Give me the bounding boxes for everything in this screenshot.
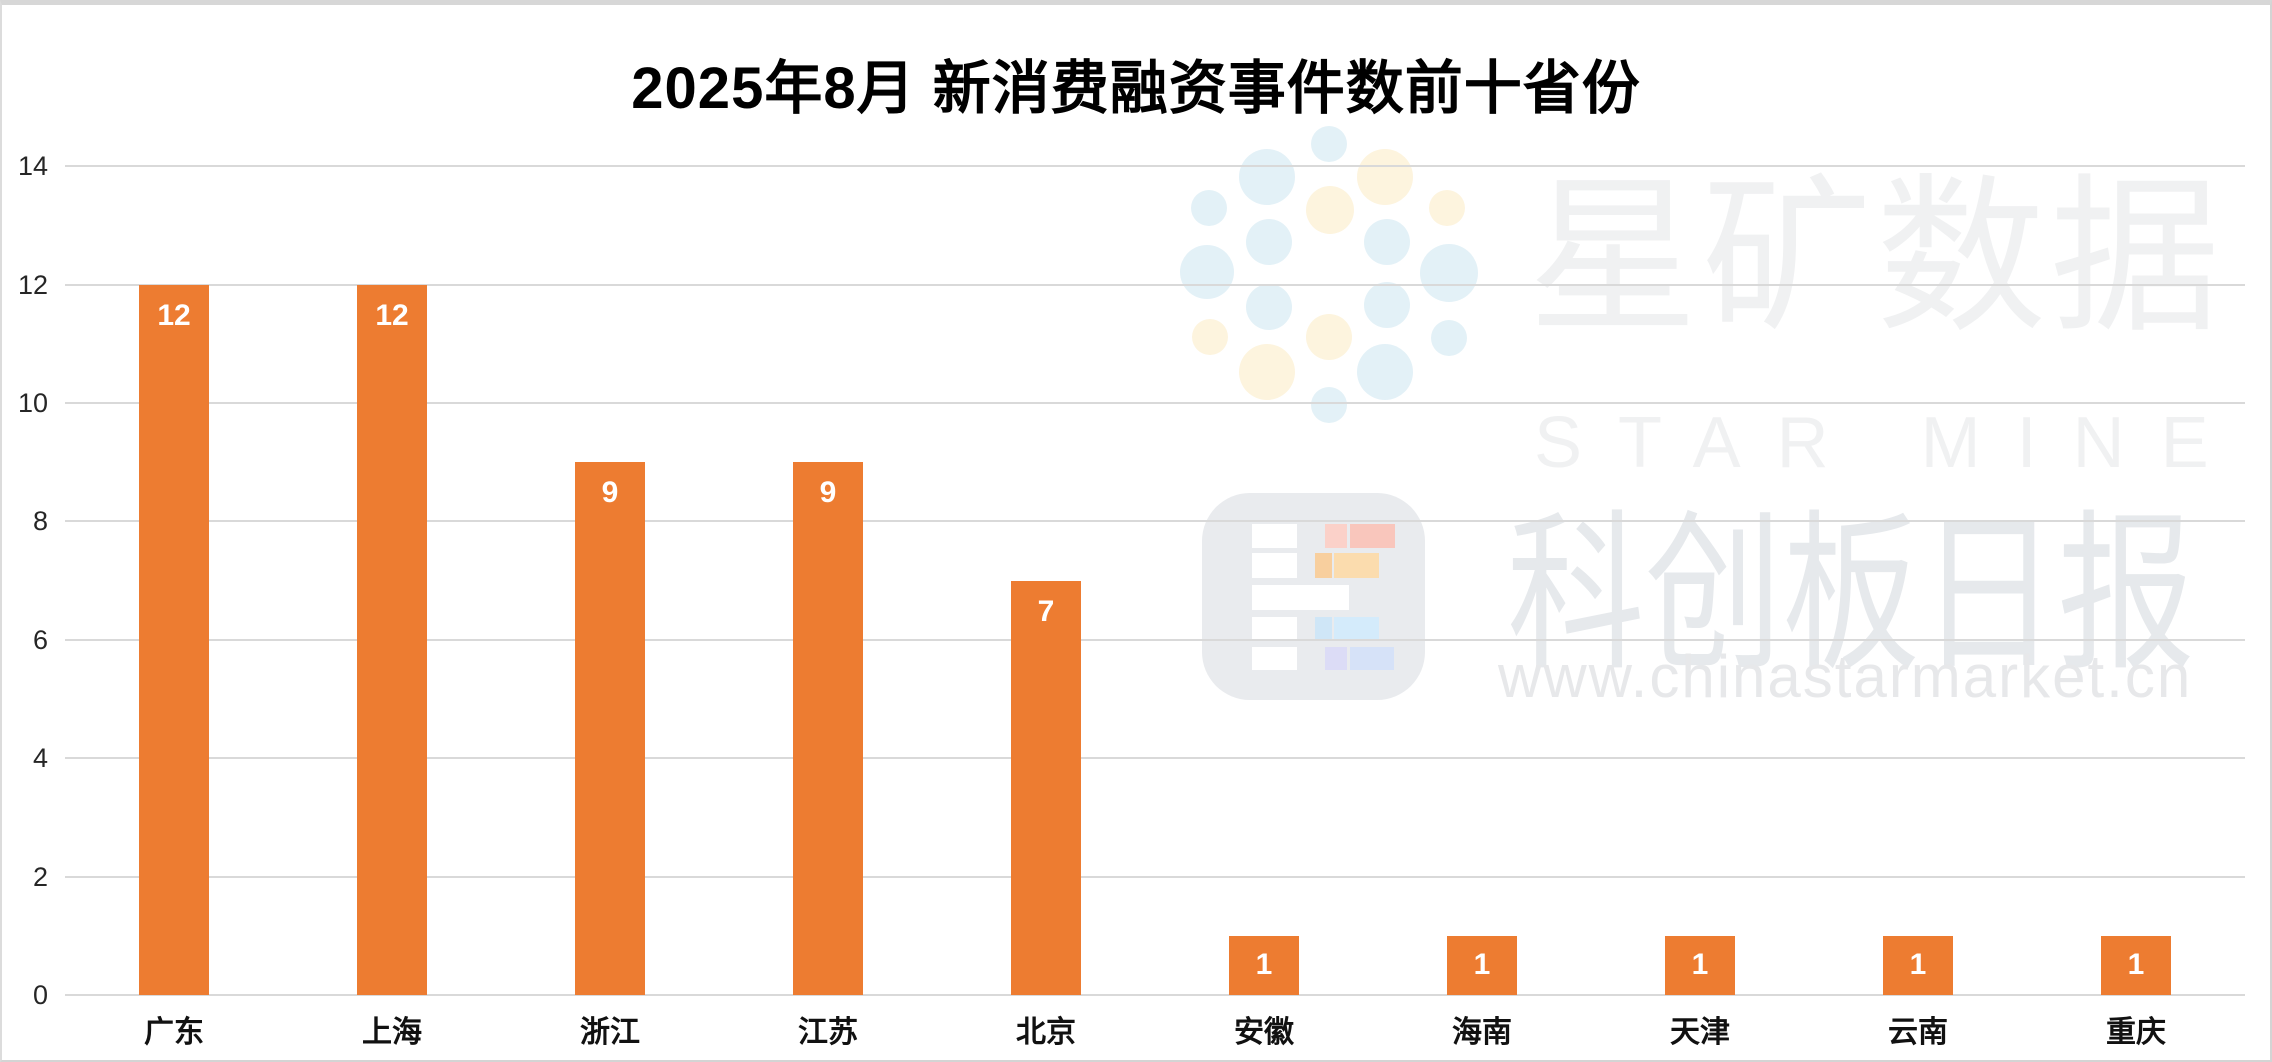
watermark-star-mine-text: 星矿数据 xyxy=(1528,163,2225,353)
bar-value-label: 1 xyxy=(1691,948,1709,982)
watermark-dot xyxy=(1191,190,1227,226)
bar-北京: 7 xyxy=(1011,580,1081,995)
gridline xyxy=(65,875,2245,878)
watermark-dot xyxy=(1306,186,1354,234)
gridline xyxy=(65,757,2245,760)
plot-area: 0 2 4 6 8 10 12 14 12 广东 12 上海 9 浙江 9 江苏 7 北京 1 安徽 1 海南 1 天津 1 云南… xyxy=(2,5,2270,1060)
gridline xyxy=(65,994,2245,996)
bar-value-label: 12 xyxy=(375,298,409,332)
bar-江苏: 9 xyxy=(793,462,863,995)
gridline xyxy=(65,402,2245,404)
watermark-dot xyxy=(1429,190,1465,226)
x-axis-label-重庆: 重庆 xyxy=(2106,1016,2166,1049)
y-axis-tick-label: 8 xyxy=(32,506,48,537)
bar-value-label: 1 xyxy=(1255,948,1273,982)
watermark-dot xyxy=(1311,126,1347,162)
y-axis-tick-label: 2 xyxy=(32,861,48,892)
watermark-dot xyxy=(1357,149,1413,205)
y-axis-tick-label: 4 xyxy=(32,743,48,774)
bar-value-label: 12 xyxy=(157,298,191,332)
y-axis-tick-label: 6 xyxy=(32,624,48,655)
x-axis-label-安徽: 安徽 xyxy=(1234,1016,1294,1049)
watermark-dot xyxy=(1192,319,1228,355)
y-axis-tick-label: 12 xyxy=(17,269,48,300)
y-axis-tick-label: 10 xyxy=(17,388,48,418)
watermark-dot xyxy=(1239,149,1295,205)
watermark-star-daily-url: www.chinastarmarket.cn xyxy=(1498,643,2193,710)
bar-安徽: 1 xyxy=(1229,935,1299,995)
gridline xyxy=(65,283,2245,286)
bar-value-label: 1 xyxy=(1909,948,1927,982)
bar-重庆: 1 xyxy=(2101,935,2171,995)
y-axis-tick-label: 0 xyxy=(32,980,48,1010)
x-axis-label-云南: 云南 xyxy=(1888,1016,1948,1049)
bar-海南: 1 xyxy=(1447,935,1517,995)
watermark-dot xyxy=(1357,344,1413,400)
watermark-dot xyxy=(1180,245,1234,299)
watermark-dot xyxy=(1239,344,1295,400)
bar-天津: 1 xyxy=(1665,935,1735,995)
watermark-dot xyxy=(1311,387,1347,423)
watermark-dot xyxy=(1364,219,1410,265)
bar-云南: 1 xyxy=(1883,935,1953,995)
x-axis-label-海南: 海南 xyxy=(1452,1016,1512,1049)
bar-浙江: 9 xyxy=(575,462,645,995)
watermark-dot xyxy=(1246,219,1292,265)
watermark-dot xyxy=(1420,244,1478,302)
watermark-star-mine-en-text: STAR MINE xyxy=(1534,403,2245,483)
x-axis-label-天津: 天津 xyxy=(1670,1016,1730,1049)
gridline xyxy=(65,165,2245,168)
gridline xyxy=(65,638,2245,641)
watermark-layer: 星矿数据 STAR MINE 科创板日报 www.chinastarmarket… xyxy=(2,5,2270,1060)
bar-上海: 12 xyxy=(357,284,427,995)
y-axis-tick-label: 14 xyxy=(17,151,48,182)
watermark-star-daily-text: 科创板日报 xyxy=(1507,502,2195,692)
bar-value-label: 9 xyxy=(819,476,837,510)
bar-value-label: 1 xyxy=(2127,948,2145,982)
gridline xyxy=(65,520,2245,523)
bar-value-label: 1 xyxy=(1473,948,1491,982)
x-axis-label-浙江: 浙江 xyxy=(580,1016,640,1049)
star-daily-logo-icon xyxy=(1202,493,1425,700)
bar-广东: 12 xyxy=(139,284,209,995)
x-axis-label-北京: 北京 xyxy=(1016,1016,1076,1049)
watermark-dot xyxy=(1431,320,1467,356)
bar-value-label: 7 xyxy=(1037,594,1055,628)
chart-title: 2025年8月 新消费融资事件数前十省份 xyxy=(631,56,1641,121)
x-axis-label-广东: 广东 xyxy=(144,1016,204,1049)
x-axis-label-上海: 上海 xyxy=(362,1016,422,1049)
watermark-dot xyxy=(1306,314,1352,360)
x-axis-label-江苏: 江苏 xyxy=(798,1016,858,1049)
watermark-dot xyxy=(1246,284,1292,330)
watermark-dot xyxy=(1364,282,1410,328)
bar-value-label: 9 xyxy=(601,476,619,510)
